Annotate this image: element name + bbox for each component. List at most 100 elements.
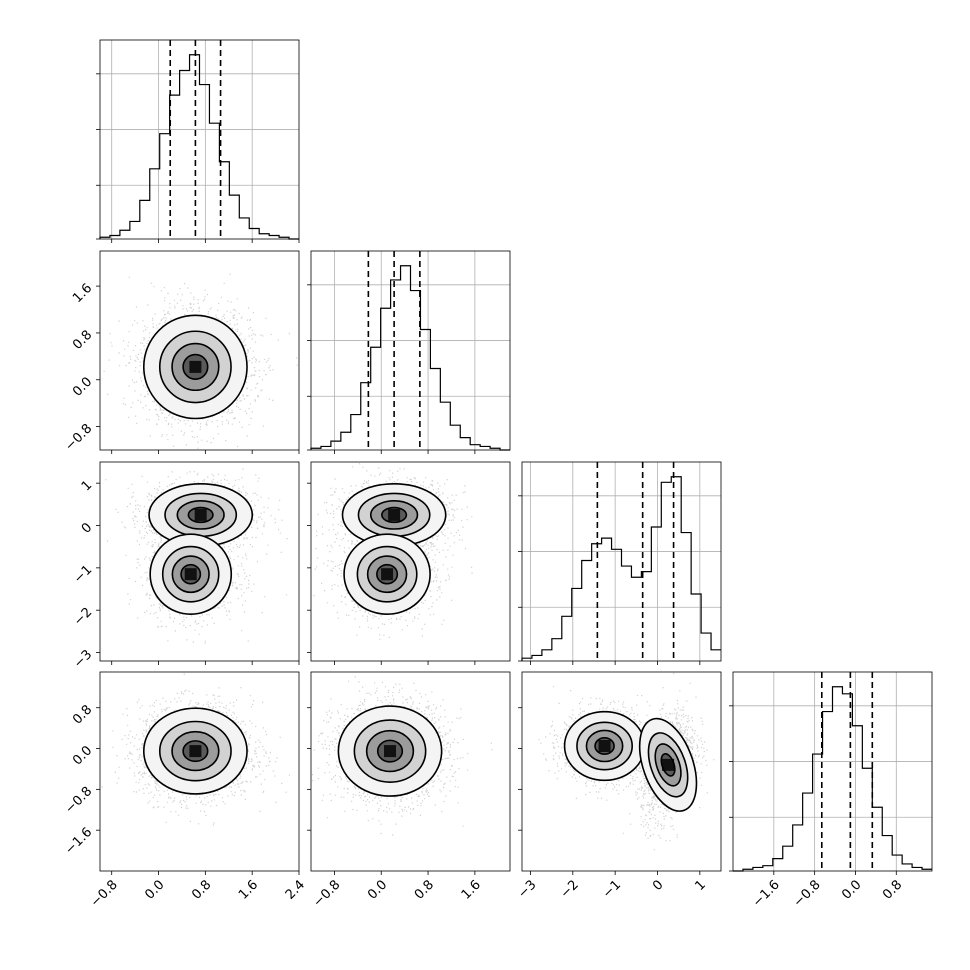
panel-frame [310, 461, 511, 662]
x-tick-label: 0 [650, 877, 666, 893]
contour-line [654, 743, 682, 787]
contour-line [182, 353, 209, 380]
x-tick-label: 0.0 [839, 877, 864, 902]
contour-line [660, 753, 676, 777]
panel-frame [310, 250, 511, 451]
x-tick-label: −2 [558, 877, 582, 901]
contour-line [376, 563, 399, 585]
density-peak [189, 360, 202, 373]
panel-content [313, 463, 473, 640]
contour-line [638, 717, 698, 812]
scatter-panel-1-3 [307, 671, 511, 875]
histogram-step-line [310, 265, 510, 451]
density-peak [381, 568, 394, 581]
x-tick-label: 0.8 [412, 877, 437, 902]
scatter-panel-2-3 [518, 671, 722, 875]
contour-line [576, 721, 633, 771]
scatter-panel-1-2 [307, 461, 511, 665]
density-peak [598, 739, 611, 752]
panel-content [103, 273, 298, 450]
contour-line [171, 730, 220, 772]
density-peak [384, 745, 397, 758]
y-tick-label: −1.6 [62, 825, 95, 858]
y-tick-label: 0.8 [70, 328, 95, 353]
x-tick-label: 1.6 [459, 877, 484, 902]
panel-frame [732, 671, 933, 872]
contour-line [176, 500, 225, 530]
y-tick-label: −1 [71, 563, 95, 587]
panel-frame [521, 671, 722, 872]
contour-line [369, 500, 419, 530]
x-tick-label: 0.0 [142, 877, 167, 902]
contour-line [149, 533, 233, 616]
contour-line [142, 314, 248, 420]
y-tick-label: 0.0 [70, 374, 95, 399]
y-tick-label: −0.8 [62, 784, 95, 817]
density-peak [194, 508, 207, 521]
y-tick-label: 1.6 [70, 281, 95, 306]
x-tick-label: −0.8 [311, 877, 344, 910]
y-tick-label: 0.0 [70, 743, 95, 768]
contour-line [356, 545, 418, 603]
contour-line [376, 739, 404, 763]
contour-line [180, 563, 202, 585]
panel-frame [99, 250, 300, 451]
contour-line [365, 729, 415, 773]
panel-frame [521, 461, 722, 662]
contour-line [158, 720, 232, 782]
x-tick-label: −1 [600, 877, 624, 901]
histogram-panel-0 [96, 39, 300, 240]
y-tick-label: 0 [79, 520, 95, 536]
contour-line [171, 555, 210, 594]
x-tick-label: −0.8 [791, 877, 824, 910]
y-tick-label: −2 [71, 605, 95, 629]
density-peak [189, 745, 202, 758]
histogram-panel-1 [307, 250, 511, 451]
density-peak [184, 568, 197, 581]
x-tick-label: 0.8 [189, 877, 214, 902]
scatter-panel-0-3: −1.6 −0.8 0.0 0.8 [62, 671, 300, 875]
x-tick-label: −1.6 [750, 877, 783, 910]
x-tick-label: 0.0 [365, 877, 390, 902]
x-tick-label: 0.8 [880, 877, 905, 902]
y-tick-label: −3 [71, 647, 95, 671]
histogram-step-line [521, 476, 721, 661]
contour-line [158, 330, 232, 404]
y-tick-label: 1 [79, 478, 95, 494]
contour-line [161, 545, 220, 603]
x-tick-label: 1.6 [236, 877, 261, 902]
contour-line [585, 729, 624, 763]
panel-content [105, 468, 288, 644]
contour-line [366, 555, 408, 594]
contour-line [594, 737, 615, 755]
contour-line [343, 533, 431, 616]
contour-line [381, 506, 408, 524]
density-peak [662, 758, 675, 771]
x-tick-label: 1 [692, 877, 708, 893]
panel-frame [99, 39, 300, 240]
histogram-step-line [99, 54, 299, 240]
panel-frame [99, 671, 300, 872]
contour-line [187, 506, 214, 524]
panel-frame [99, 461, 300, 662]
contour-line [353, 719, 427, 783]
panel-content [312, 676, 493, 836]
scatter-panel-0-2: −3 −2 −1 0 1 [71, 461, 300, 671]
panel-content [100, 673, 290, 826]
contour-line [142, 707, 248, 795]
x-tick-label: −0.8 [88, 877, 121, 910]
histogram-panel-3 [729, 671, 933, 872]
scatter-panel-0-1: −0.8 0.0 0.8 1.6 [62, 250, 300, 454]
density-peak [388, 508, 401, 521]
contour-line [647, 732, 689, 798]
histogram-panel-2 [518, 461, 722, 662]
scatter-points [100, 673, 290, 826]
contour-line [171, 342, 220, 392]
panel-frame [310, 671, 511, 872]
panel-content [538, 672, 715, 851]
histogram-step-line [733, 686, 932, 872]
y-tick-label: −0.8 [62, 421, 95, 454]
contour-line [182, 740, 209, 763]
x-tick-label: −3 [515, 877, 539, 901]
